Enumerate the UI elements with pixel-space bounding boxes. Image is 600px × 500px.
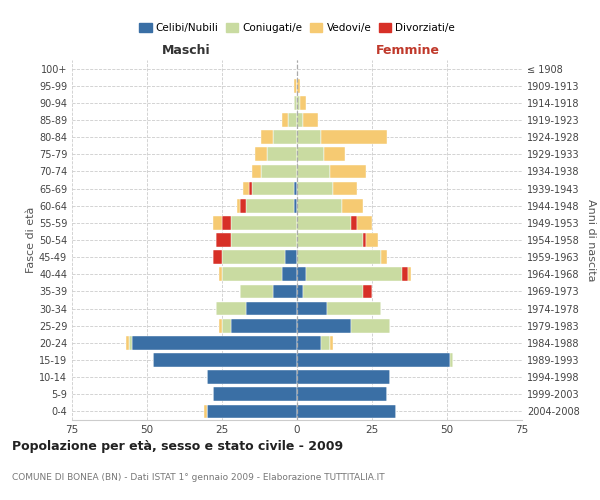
Bar <box>249 182 252 196</box>
Legend: Celibi/Nubili, Coniugati/e, Vedovi/e, Divorziati/e: Celibi/Nubili, Coniugati/e, Vedovi/e, Di… <box>135 18 459 37</box>
Bar <box>297 79 300 92</box>
Bar <box>297 268 306 281</box>
Bar <box>222 250 285 264</box>
Bar <box>327 302 381 316</box>
Bar <box>363 233 366 247</box>
Bar <box>450 353 453 367</box>
Bar <box>297 96 300 110</box>
Bar <box>402 268 408 281</box>
Text: Femmine: Femmine <box>376 44 440 57</box>
Bar <box>297 250 381 264</box>
Bar <box>297 388 387 401</box>
Bar <box>297 216 351 230</box>
Bar <box>285 250 297 264</box>
Bar <box>237 199 240 212</box>
Bar <box>246 302 297 316</box>
Y-axis label: Fasce di età: Fasce di età <box>26 207 36 273</box>
Bar <box>267 148 297 161</box>
Bar <box>294 182 297 196</box>
Bar <box>330 164 366 178</box>
Bar <box>297 319 351 332</box>
Bar <box>213 388 297 401</box>
Bar <box>363 284 372 298</box>
Bar <box>297 164 330 178</box>
Bar <box>342 199 363 212</box>
Bar <box>282 268 297 281</box>
Bar <box>294 79 297 92</box>
Bar <box>297 233 363 247</box>
Bar <box>351 319 390 332</box>
Bar <box>129 336 132 349</box>
Bar <box>219 319 222 332</box>
Bar <box>297 302 327 316</box>
Bar <box>297 113 303 127</box>
Bar <box>240 284 273 298</box>
Bar <box>216 233 231 247</box>
Bar <box>408 268 411 281</box>
Bar <box>297 370 390 384</box>
Bar <box>297 148 324 161</box>
Bar <box>219 268 222 281</box>
Bar <box>222 216 231 230</box>
Bar <box>321 130 387 144</box>
Bar <box>204 404 207 418</box>
Bar <box>300 96 306 110</box>
Bar <box>207 370 297 384</box>
Bar <box>222 268 282 281</box>
Bar <box>303 284 363 298</box>
Bar <box>297 404 396 418</box>
Bar <box>294 199 297 212</box>
Bar <box>321 336 330 349</box>
Bar <box>240 199 246 212</box>
Bar <box>231 233 297 247</box>
Bar <box>243 182 249 196</box>
Bar <box>303 113 318 127</box>
Bar <box>222 319 231 332</box>
Bar <box>297 336 321 349</box>
Bar <box>273 130 297 144</box>
Bar <box>213 250 222 264</box>
Bar <box>252 164 261 178</box>
Bar <box>288 113 297 127</box>
Bar <box>261 130 273 144</box>
Bar <box>324 148 345 161</box>
Bar <box>246 199 294 212</box>
Bar <box>294 96 297 110</box>
Bar <box>333 182 357 196</box>
Bar <box>153 353 297 367</box>
Bar <box>261 164 297 178</box>
Bar <box>207 404 297 418</box>
Bar <box>330 336 333 349</box>
Bar <box>357 216 372 230</box>
Bar <box>126 336 129 349</box>
Bar <box>252 182 294 196</box>
Bar <box>297 284 303 298</box>
Bar <box>255 148 267 161</box>
Bar <box>366 233 378 247</box>
Bar <box>297 182 333 196</box>
Bar <box>282 113 288 127</box>
Bar <box>297 353 450 367</box>
Y-axis label: Anni di nascita: Anni di nascita <box>586 198 596 281</box>
Bar <box>381 250 387 264</box>
Text: Popolazione per età, sesso e stato civile - 2009: Popolazione per età, sesso e stato civil… <box>12 440 343 453</box>
Bar <box>306 268 402 281</box>
Bar <box>231 216 297 230</box>
Bar <box>132 336 297 349</box>
Bar <box>273 284 297 298</box>
Text: COMUNE DI BONEA (BN) - Dati ISTAT 1° gennaio 2009 - Elaborazione TUTTITALIA.IT: COMUNE DI BONEA (BN) - Dati ISTAT 1° gen… <box>12 473 385 482</box>
Text: Maschi: Maschi <box>161 44 211 57</box>
Bar <box>351 216 357 230</box>
Bar <box>231 319 297 332</box>
Bar <box>297 130 321 144</box>
Bar <box>297 199 342 212</box>
Bar <box>213 216 222 230</box>
Bar <box>216 302 246 316</box>
